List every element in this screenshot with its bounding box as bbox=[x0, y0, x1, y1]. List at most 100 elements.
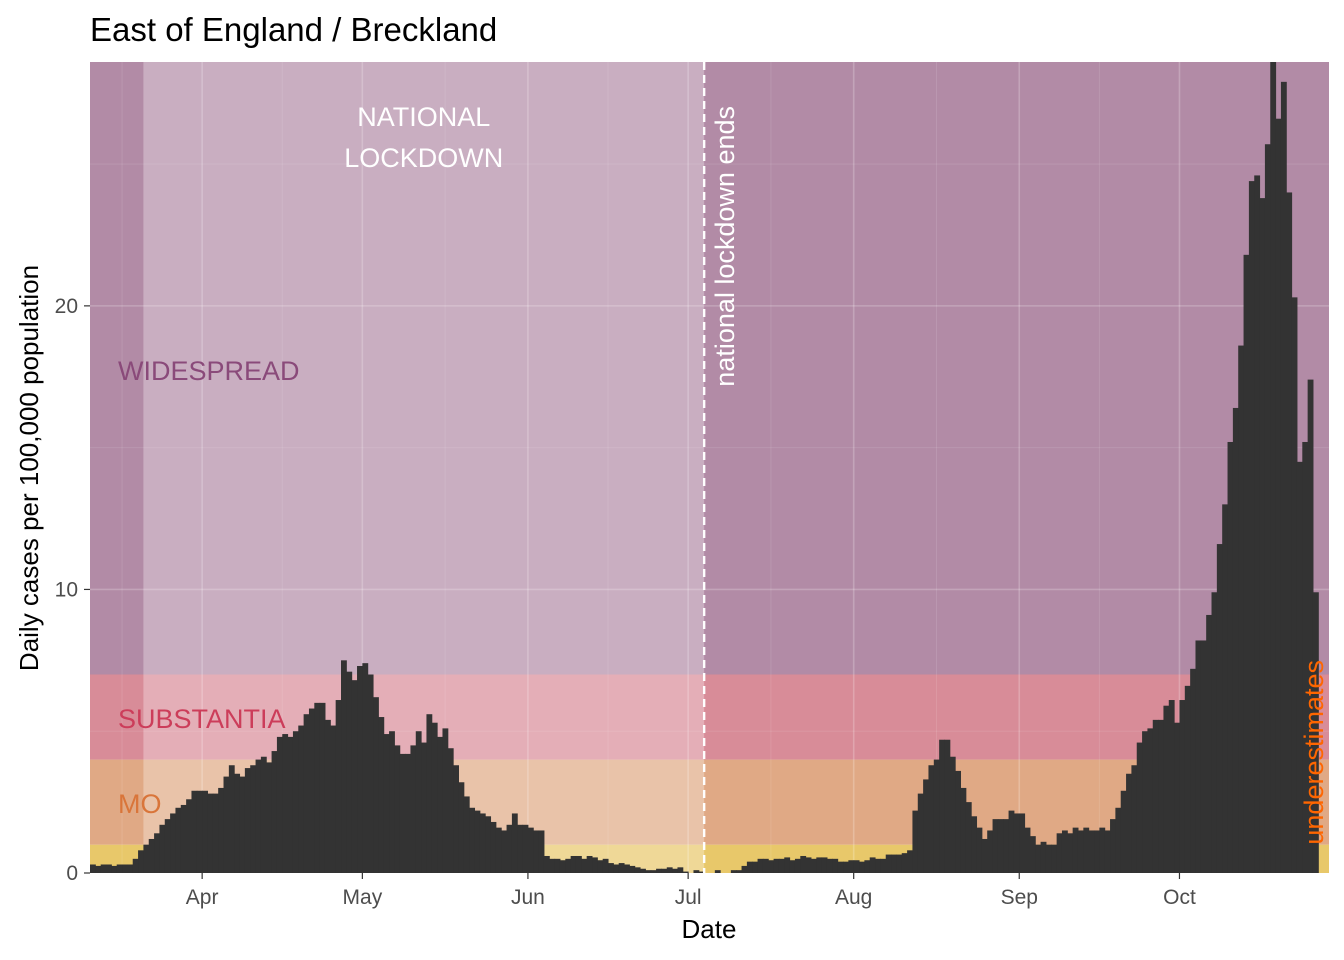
data-bar bbox=[351, 680, 358, 873]
data-bar bbox=[1120, 790, 1127, 873]
data-bar bbox=[1238, 345, 1245, 874]
data-bar bbox=[154, 833, 160, 873]
data-bar bbox=[292, 731, 299, 873]
data-bar bbox=[768, 860, 775, 873]
data-bar bbox=[666, 867, 673, 873]
data-bar bbox=[549, 858, 556, 873]
data-bar bbox=[1259, 198, 1266, 874]
data-bar bbox=[341, 660, 347, 873]
data-bar bbox=[736, 870, 743, 873]
data-bar bbox=[1067, 833, 1074, 873]
data-bar bbox=[303, 714, 310, 873]
data-bar bbox=[218, 787, 225, 873]
data-bar bbox=[1248, 181, 1255, 873]
data-bar bbox=[698, 871, 705, 873]
data-bar bbox=[469, 807, 476, 873]
data-bar bbox=[308, 708, 315, 873]
data-bar bbox=[965, 802, 972, 873]
data-bar bbox=[1003, 819, 1010, 873]
data-bar bbox=[453, 765, 459, 873]
data-bar bbox=[437, 736, 443, 873]
data-bar bbox=[1029, 836, 1036, 873]
data-bar bbox=[821, 857, 828, 873]
data-bar bbox=[511, 813, 518, 873]
data-bar bbox=[597, 860, 604, 873]
data-bar bbox=[1142, 731, 1148, 873]
data-bar bbox=[111, 865, 118, 873]
data-bar bbox=[287, 736, 294, 873]
data-bar bbox=[1077, 830, 1084, 873]
data-bar bbox=[933, 759, 940, 873]
data-bar bbox=[479, 813, 486, 873]
data-bar bbox=[602, 858, 609, 873]
x-tick-label: Jul bbox=[675, 886, 702, 909]
y-tick-label: 0 bbox=[66, 862, 78, 885]
data-bar bbox=[826, 858, 833, 873]
data-bar bbox=[463, 796, 470, 873]
band-label: MO bbox=[118, 789, 162, 819]
data-bar bbox=[1243, 254, 1250, 873]
data-bar bbox=[1302, 441, 1309, 873]
data-bar bbox=[1222, 504, 1229, 873]
data-bar bbox=[1307, 379, 1314, 873]
data-bar bbox=[565, 858, 572, 873]
data-bar bbox=[399, 753, 406, 873]
data-bar bbox=[1131, 765, 1138, 873]
data-bar bbox=[987, 830, 994, 873]
data-bar bbox=[405, 753, 411, 873]
data-bar bbox=[1045, 844, 1052, 873]
data-bar bbox=[196, 790, 203, 873]
data-bar bbox=[880, 858, 887, 873]
data-bar bbox=[923, 779, 929, 873]
data-bar bbox=[645, 870, 652, 873]
data-bar bbox=[260, 756, 267, 873]
band-label: WIDESPREAD bbox=[118, 356, 300, 386]
data-bar bbox=[298, 725, 305, 873]
data-bar bbox=[143, 844, 150, 873]
data-bar bbox=[421, 742, 427, 873]
data-bar bbox=[458, 782, 465, 873]
data-bar bbox=[319, 702, 326, 873]
data-bar bbox=[917, 793, 924, 873]
data-bar bbox=[1008, 810, 1015, 873]
data-bar bbox=[271, 751, 278, 873]
data-bar bbox=[207, 793, 214, 873]
data-bar bbox=[928, 765, 935, 873]
data-bar bbox=[1179, 700, 1186, 873]
data-bar bbox=[415, 731, 422, 873]
data-bar bbox=[592, 857, 598, 873]
data-bar bbox=[106, 864, 112, 873]
data-bar bbox=[543, 855, 550, 873]
data-bar bbox=[1184, 685, 1191, 873]
data-bar bbox=[773, 858, 780, 873]
lockdown-end-label: national lockdown ends bbox=[710, 106, 740, 387]
x-tick-label: May bbox=[343, 886, 383, 909]
data-bar bbox=[629, 865, 636, 873]
data-bar bbox=[501, 830, 508, 873]
data-bar bbox=[314, 702, 321, 873]
data-bar bbox=[447, 748, 454, 873]
data-bar bbox=[1061, 830, 1068, 873]
data-bar bbox=[1216, 544, 1223, 873]
data-bar bbox=[608, 863, 614, 873]
data-bar bbox=[1190, 668, 1196, 873]
data-bar bbox=[778, 858, 785, 873]
data-bar bbox=[976, 827, 983, 873]
data-bar bbox=[853, 860, 860, 873]
data-bar bbox=[1291, 297, 1298, 874]
data-bar bbox=[640, 868, 646, 873]
data-bar bbox=[474, 810, 481, 873]
data-bar bbox=[1147, 728, 1154, 873]
data-bar bbox=[1051, 844, 1058, 873]
data-bar bbox=[330, 725, 337, 873]
data-bar bbox=[383, 734, 390, 873]
data-bar bbox=[506, 824, 513, 873]
data-bar bbox=[191, 790, 198, 873]
data-bar bbox=[127, 864, 134, 873]
data-bar bbox=[1296, 461, 1303, 873]
data-bar bbox=[180, 804, 187, 873]
data-bar bbox=[228, 765, 235, 873]
data-bar bbox=[843, 861, 849, 873]
data-bar bbox=[394, 745, 401, 873]
